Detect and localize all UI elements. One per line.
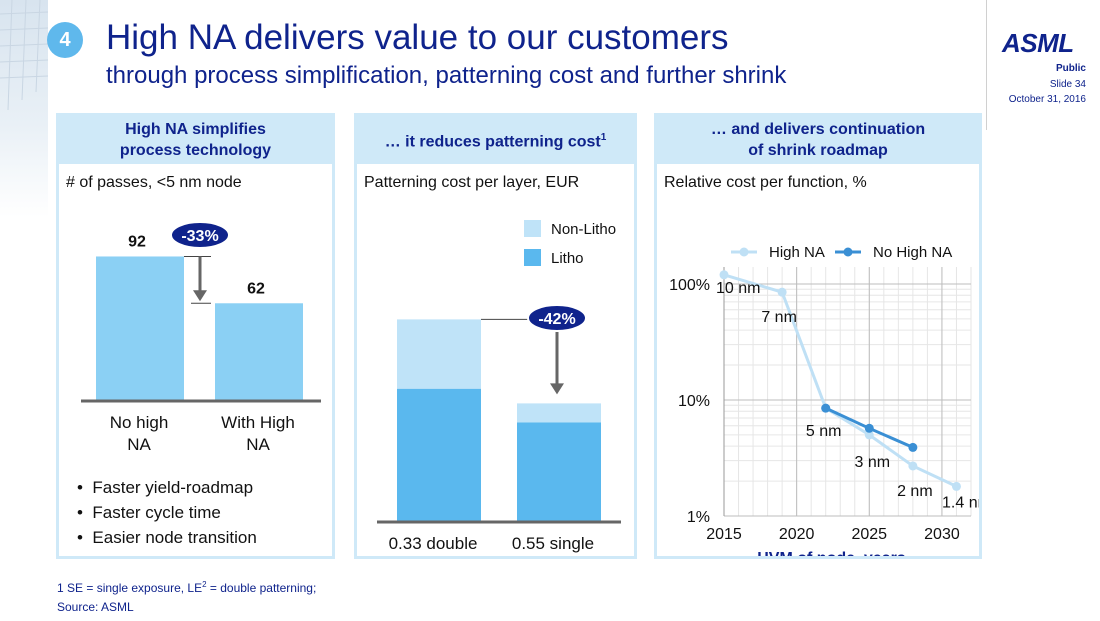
reduction-arrow-head [550,383,564,395]
panel-heading-text: … it reduces patterning cost [384,133,601,151]
panel-heading-footnote-ref: 1 [600,132,607,144]
x-tick-label: 2030 [924,526,960,543]
panel-heading: … and delivers continuation of shrink ro… [657,116,979,164]
legend-label-1: No High NA [873,244,952,261]
x-tick-label: 2015 [706,526,742,543]
series-line-0 [723,273,958,488]
panel-heading-line2: of shrink roadmap [748,142,888,159]
node-label-5: 1.4 nm [942,494,979,511]
bullet-item: • Easier node transition [77,528,257,547]
panel-metric-label: # of passes, <5 nm node [66,174,242,191]
node-label-0: 10 nm [716,280,760,297]
footnote-text: 1 SE = single exposure, LE [57,581,203,595]
bullet-item: • Faster cycle time [77,503,221,522]
series-point-1-2 [908,442,918,452]
category-label-1-0: 0.55 single [512,534,594,553]
bullet-text: Easier node transition [92,528,257,547]
footnote-definitions: 1 SE = single exposure, LE2 = double pat… [57,580,316,595]
panel-heading: High NA simplifies process technology [59,116,332,164]
legend-swatch-1 [524,249,541,266]
panel-shrink-roadmap: … and delivers continuation of shrink ro… [654,113,982,559]
wafer-decoration [0,0,48,621]
panel-metric-label: Relative cost per function, % [664,174,867,191]
series-point-0-3 [864,430,874,440]
bar-1 [215,303,303,400]
legend-label-1: Litho [551,250,584,267]
y-tick-label: 100% [669,277,710,294]
panel-metric-label: Patterning cost per layer, EUR [364,174,580,191]
slide-number: Slide 34 [1049,79,1086,90]
panel-patterning-cost: … it reduces patterning cost1 Patterning… [354,113,637,559]
litho-segment-0 [397,388,481,521]
category-label-1-0: With High [221,413,295,432]
benefit-bullet-list: • Faster yield-roadmap • Faster cycle ti… [77,475,257,550]
bar-value-label-0: 92 [128,233,146,250]
category-label-1-1: NA [246,435,270,454]
legend-label-0: High NA [769,244,825,261]
footnote-source: Source: ASML [57,600,134,614]
legend-marker-1 [843,247,853,257]
patterning-cost-stacked-chart: 0.33 doublepatterning0.55 singleexposure… [377,220,621,553]
series-point-0-5 [951,481,961,491]
category-label-0-0: 0.33 double [389,534,478,553]
footnote-text-end: = double patterning; [206,581,317,595]
header-divider [986,0,987,130]
panel-heading-line1: High NA simplifies [125,121,266,138]
slide-section-badge: 4 [47,22,83,58]
reduction-badge-bg [170,221,230,249]
reduction-arrow-head [193,290,207,302]
non-litho-segment-1 [517,403,601,423]
legend-swatch-0 [524,220,541,237]
relative-cost-line-chart: 2015 2020 2025 2030 100% 10% 1% HVM of node, ye… [669,244,979,556]
bullet-item: • Faster yield-roadmap [77,478,254,497]
classification-label: Public [1055,63,1086,74]
series-point-1-1 [864,423,874,433]
x-tick-label: 2025 [851,526,887,543]
series-point-0-4 [908,461,918,471]
footnote-superscript: 2 [202,580,207,589]
node-label-2: 5 nm [806,423,842,440]
series-point-0-0 [719,270,729,280]
series-point-1-0 [821,403,831,413]
y-tick-label: 10% [678,393,710,410]
bar-value-label-1: 62 [247,280,265,297]
reduction-badge-bg [527,304,587,332]
panel-heading: … it reduces patterning cost1 [357,116,634,164]
bullet-text: Faster cycle time [92,503,221,522]
litho-segment-1 [517,422,601,521]
category-label-0-1: NA [127,435,151,454]
panel-heading-line2: process technology [119,142,272,159]
node-label-3: 3 nm [855,454,891,471]
slide-subtitle: through process simplification, patterni… [106,62,787,89]
non-litho-segment-0 [397,319,481,389]
y-tick-label: 1% [687,509,710,526]
reduction-badge: -33% [181,228,218,245]
bar-0 [96,256,184,400]
category-label-0-0: No high [110,413,169,432]
x-axis-title: HVM of node, years [757,550,906,556]
asml-logo: ASML [1002,28,1074,58]
node-label-1: 7 nm [761,309,797,326]
reduction-badge: -42% [538,311,575,328]
legend-marker-0 [739,247,749,257]
node-label-4: 2 nm [897,483,933,500]
panel-process-simplification: High NA simplifies process technology # … [56,113,335,559]
bullet-text: Faster yield-roadmap [92,478,254,497]
series-point-0-1 [777,287,787,297]
panel-heading-line1: … and delivers continuation [710,121,926,138]
slide-title: High NA delivers value to our customers [106,18,729,57]
x-tick-label: 2020 [779,526,815,543]
legend-label-0: Non-Litho [551,221,616,238]
passes-bar-chart: 92 No high NA 62 With High NA -33% [81,221,321,454]
slide-date: October 31, 2016 [1008,94,1086,105]
